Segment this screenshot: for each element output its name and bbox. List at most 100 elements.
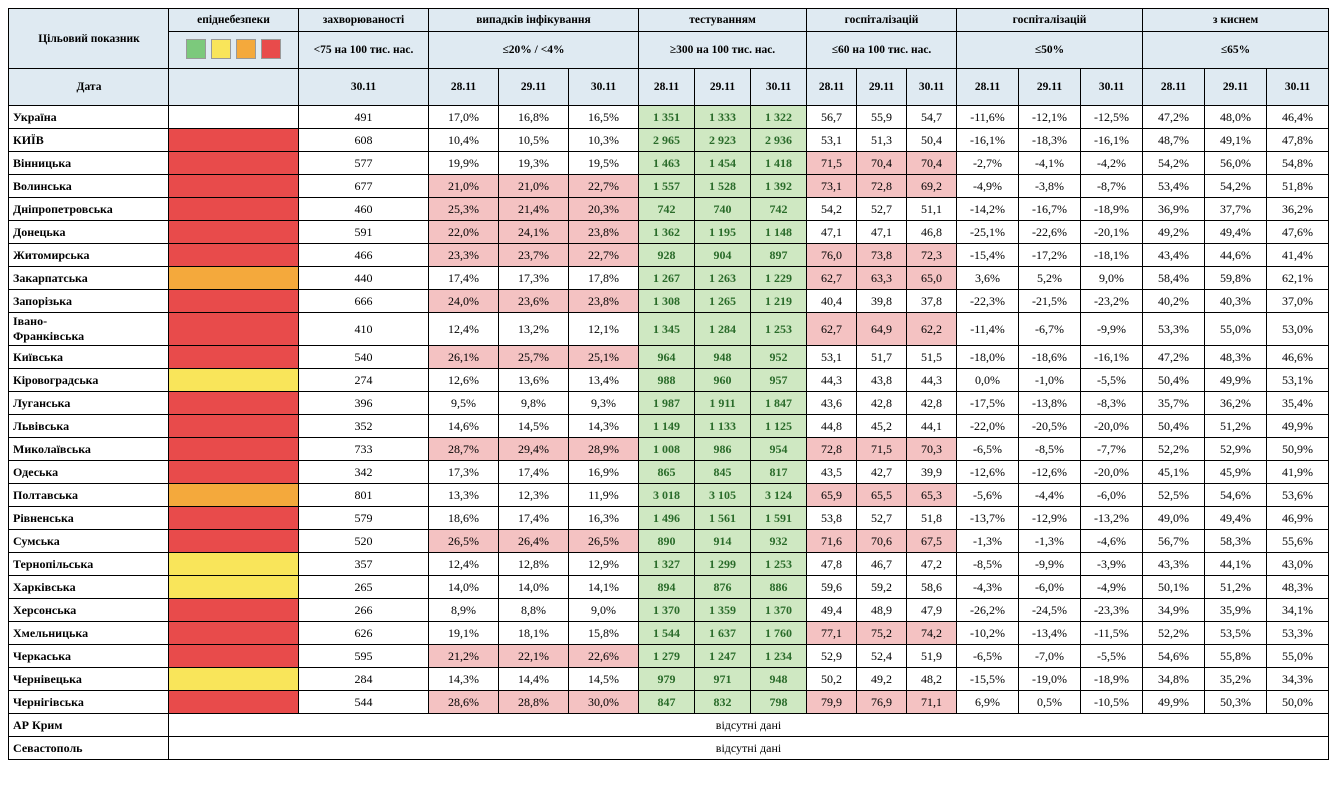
- hosp-cell: 71,5: [857, 438, 907, 461]
- oxygen-cell: 48,0%: [1205, 106, 1267, 129]
- region-name: Луганська: [9, 392, 169, 415]
- oxygen-cell: 49,0%: [1143, 507, 1205, 530]
- table-row: Волинська67721,0%21,0%22,7%1 5571 5281 3…: [9, 175, 1329, 198]
- infection-cell: 23,7%: [499, 244, 569, 267]
- table-row: Дніпропетровська46025,3%21,4%20,3%742740…: [9, 198, 1329, 221]
- table-row: Черкаська59521,2%22,1%22,6%1 2791 2471 2…: [9, 645, 1329, 668]
- infection-cell: 17,0%: [429, 106, 499, 129]
- hosp-pct-cell: -12,5%: [1081, 106, 1143, 129]
- hosp-cell: 74,2: [907, 622, 957, 645]
- hosp-pct-cell: -4,3%: [957, 576, 1019, 599]
- infection-cell: 12,9%: [569, 553, 639, 576]
- hosp-cell: 44,3: [807, 369, 857, 392]
- region-name: Хмельницька: [9, 622, 169, 645]
- oxygen-cell: 56,7%: [1143, 530, 1205, 553]
- danger-cell: [169, 668, 299, 691]
- hosp-pct-cell: -16,7%: [1019, 198, 1081, 221]
- incidence-cell: 608: [299, 129, 429, 152]
- hosp-pct-cell: -12,6%: [957, 461, 1019, 484]
- incidence-cell: 544: [299, 691, 429, 714]
- testing-cell: 960: [695, 369, 751, 392]
- region-name: Чернівецька: [9, 668, 169, 691]
- hosp-pct-cell: -5,5%: [1081, 369, 1143, 392]
- oxygen-cell: 53,3%: [1267, 622, 1329, 645]
- infection-cell: 17,3%: [429, 461, 499, 484]
- infection-cell: 12,1%: [569, 313, 639, 346]
- hosp-cell: 50,2: [807, 668, 857, 691]
- hosp-pct-cell: -22,0%: [957, 415, 1019, 438]
- testing-cell: 897: [751, 244, 807, 267]
- testing-cell: 2 965: [639, 129, 695, 152]
- hosp-pct-cell: -11,4%: [957, 313, 1019, 346]
- testing-cell: 954: [751, 438, 807, 461]
- hdr-top-0: епіднебезпеки: [169, 9, 299, 32]
- infection-cell: 24,0%: [429, 290, 499, 313]
- no-data-cell: відсутні дані: [169, 737, 1329, 760]
- oxygen-cell: 50,3%: [1205, 691, 1267, 714]
- danger-cell: [169, 244, 299, 267]
- hdr-d-16: 30.11: [1267, 69, 1329, 106]
- oxygen-cell: 48,3%: [1205, 346, 1267, 369]
- infection-cell: 12,6%: [429, 369, 499, 392]
- hosp-pct-cell: -15,4%: [957, 244, 1019, 267]
- hosp-pct-cell: -22,6%: [1019, 221, 1081, 244]
- oxygen-cell: 43,4%: [1143, 244, 1205, 267]
- hdr-top-5: госпіталізацій: [957, 9, 1143, 32]
- testing-cell: 1 322: [751, 106, 807, 129]
- table-row: Кіровоградська27412,6%13,6%13,4%98896095…: [9, 369, 1329, 392]
- testing-cell: 914: [695, 530, 751, 553]
- testing-cell: 1 345: [639, 313, 695, 346]
- testing-cell: 979: [639, 668, 695, 691]
- table-row: Івано-Франківська41012,4%13,2%12,1%1 345…: [9, 313, 1329, 346]
- oxygen-cell: 35,7%: [1143, 392, 1205, 415]
- danger-cell: [169, 530, 299, 553]
- hosp-pct-cell: -6,0%: [1081, 484, 1143, 507]
- hdr-top-2: випадків інфікування: [429, 9, 639, 32]
- table-row: Харківська26514,0%14,0%14,1%89487688659,…: [9, 576, 1329, 599]
- infection-cell: 26,4%: [499, 530, 569, 553]
- hosp-pct-cell: -4,9%: [957, 175, 1019, 198]
- oxygen-cell: 50,9%: [1267, 438, 1329, 461]
- oxygen-cell: 49,9%: [1205, 369, 1267, 392]
- hosp-pct-cell: -18,6%: [1019, 346, 1081, 369]
- hosp-pct-cell: -6,5%: [957, 438, 1019, 461]
- hosp-pct-cell: -4,4%: [1019, 484, 1081, 507]
- hosp-cell: 44,3: [907, 369, 957, 392]
- oxygen-cell: 45,1%: [1143, 461, 1205, 484]
- hosp-pct-cell: -1,3%: [1019, 530, 1081, 553]
- testing-cell: 1 847: [751, 392, 807, 415]
- oxygen-cell: 53,5%: [1205, 622, 1267, 645]
- hdr-mid-4: ≤60 на 100 тис. нас.: [807, 32, 957, 69]
- hosp-pct-cell: -9,9%: [1081, 313, 1143, 346]
- oxygen-cell: 49,1%: [1205, 129, 1267, 152]
- hdr-d-11: 28.11: [957, 69, 1019, 106]
- hosp-cell: 70,4: [907, 152, 957, 175]
- hosp-cell: 51,1: [907, 198, 957, 221]
- danger-cell: [169, 129, 299, 152]
- no-data-cell: відсутні дані: [169, 714, 1329, 737]
- hdr-mid-3: ≥300 на 100 тис. нас.: [639, 32, 807, 69]
- hosp-pct-cell: -23,3%: [1081, 599, 1143, 622]
- hosp-cell: 63,3: [857, 267, 907, 290]
- incidence-cell: 520: [299, 530, 429, 553]
- danger-cell: [169, 553, 299, 576]
- testing-cell: 894: [639, 576, 695, 599]
- hosp-cell: 47,1: [807, 221, 857, 244]
- infection-cell: 22,0%: [429, 221, 499, 244]
- region-name: Донецька: [9, 221, 169, 244]
- testing-cell: 957: [751, 369, 807, 392]
- testing-cell: 3 124: [751, 484, 807, 507]
- infection-cell: 14,6%: [429, 415, 499, 438]
- danger-cell: [169, 221, 299, 244]
- hosp-pct-cell: -13,8%: [1019, 392, 1081, 415]
- infection-cell: 26,1%: [429, 346, 499, 369]
- hosp-cell: 62,7: [807, 267, 857, 290]
- hosp-cell: 65,0: [907, 267, 957, 290]
- testing-cell: 1 362: [639, 221, 695, 244]
- incidence-cell: 677: [299, 175, 429, 198]
- hdr-top-6: з киснем: [1143, 9, 1329, 32]
- oxygen-cell: 41,4%: [1267, 244, 1329, 267]
- infection-cell: 9,8%: [499, 392, 569, 415]
- incidence-cell: 577: [299, 152, 429, 175]
- hosp-pct-cell: -7,0%: [1019, 645, 1081, 668]
